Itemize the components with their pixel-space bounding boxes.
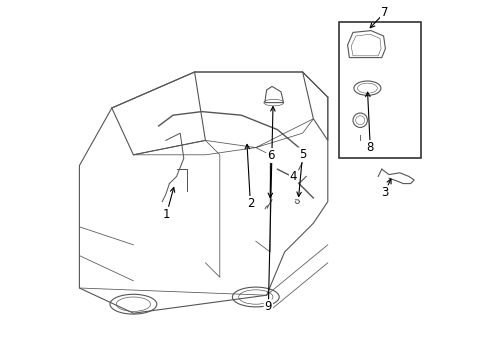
Text: 7: 7 xyxy=(381,6,389,19)
Text: 6: 6 xyxy=(267,149,275,162)
Text: 9: 9 xyxy=(265,300,272,313)
Text: 4: 4 xyxy=(290,170,297,183)
Text: 2: 2 xyxy=(246,197,254,210)
Text: 3: 3 xyxy=(381,186,389,199)
Bar xyxy=(339,22,421,158)
Text: 8: 8 xyxy=(367,141,374,154)
Text: 5: 5 xyxy=(299,148,306,161)
Text: 1: 1 xyxy=(163,208,170,221)
